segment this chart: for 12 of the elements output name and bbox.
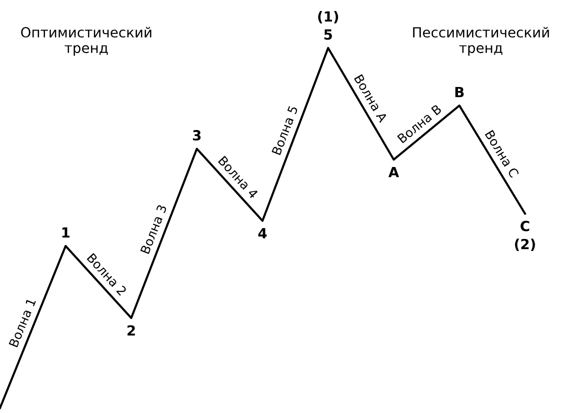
annotation: 3 — [192, 130, 201, 141]
annotation: A — [388, 166, 400, 178]
annotation: 1 — [62, 227, 70, 238]
annotation: 2 — [128, 325, 135, 336]
text: 5 — [324, 29, 332, 40]
annotation: (2) — [515, 238, 535, 251]
annotation: 4 — [258, 228, 267, 238]
annotation: Пессимистический тренд — [413, 26, 549, 56]
text: (1) — [318, 10, 338, 24]
annotation: C — [520, 220, 530, 232]
annotation: Оптимистический тренд — [21, 26, 152, 56]
annotation: B — [455, 87, 464, 98]
